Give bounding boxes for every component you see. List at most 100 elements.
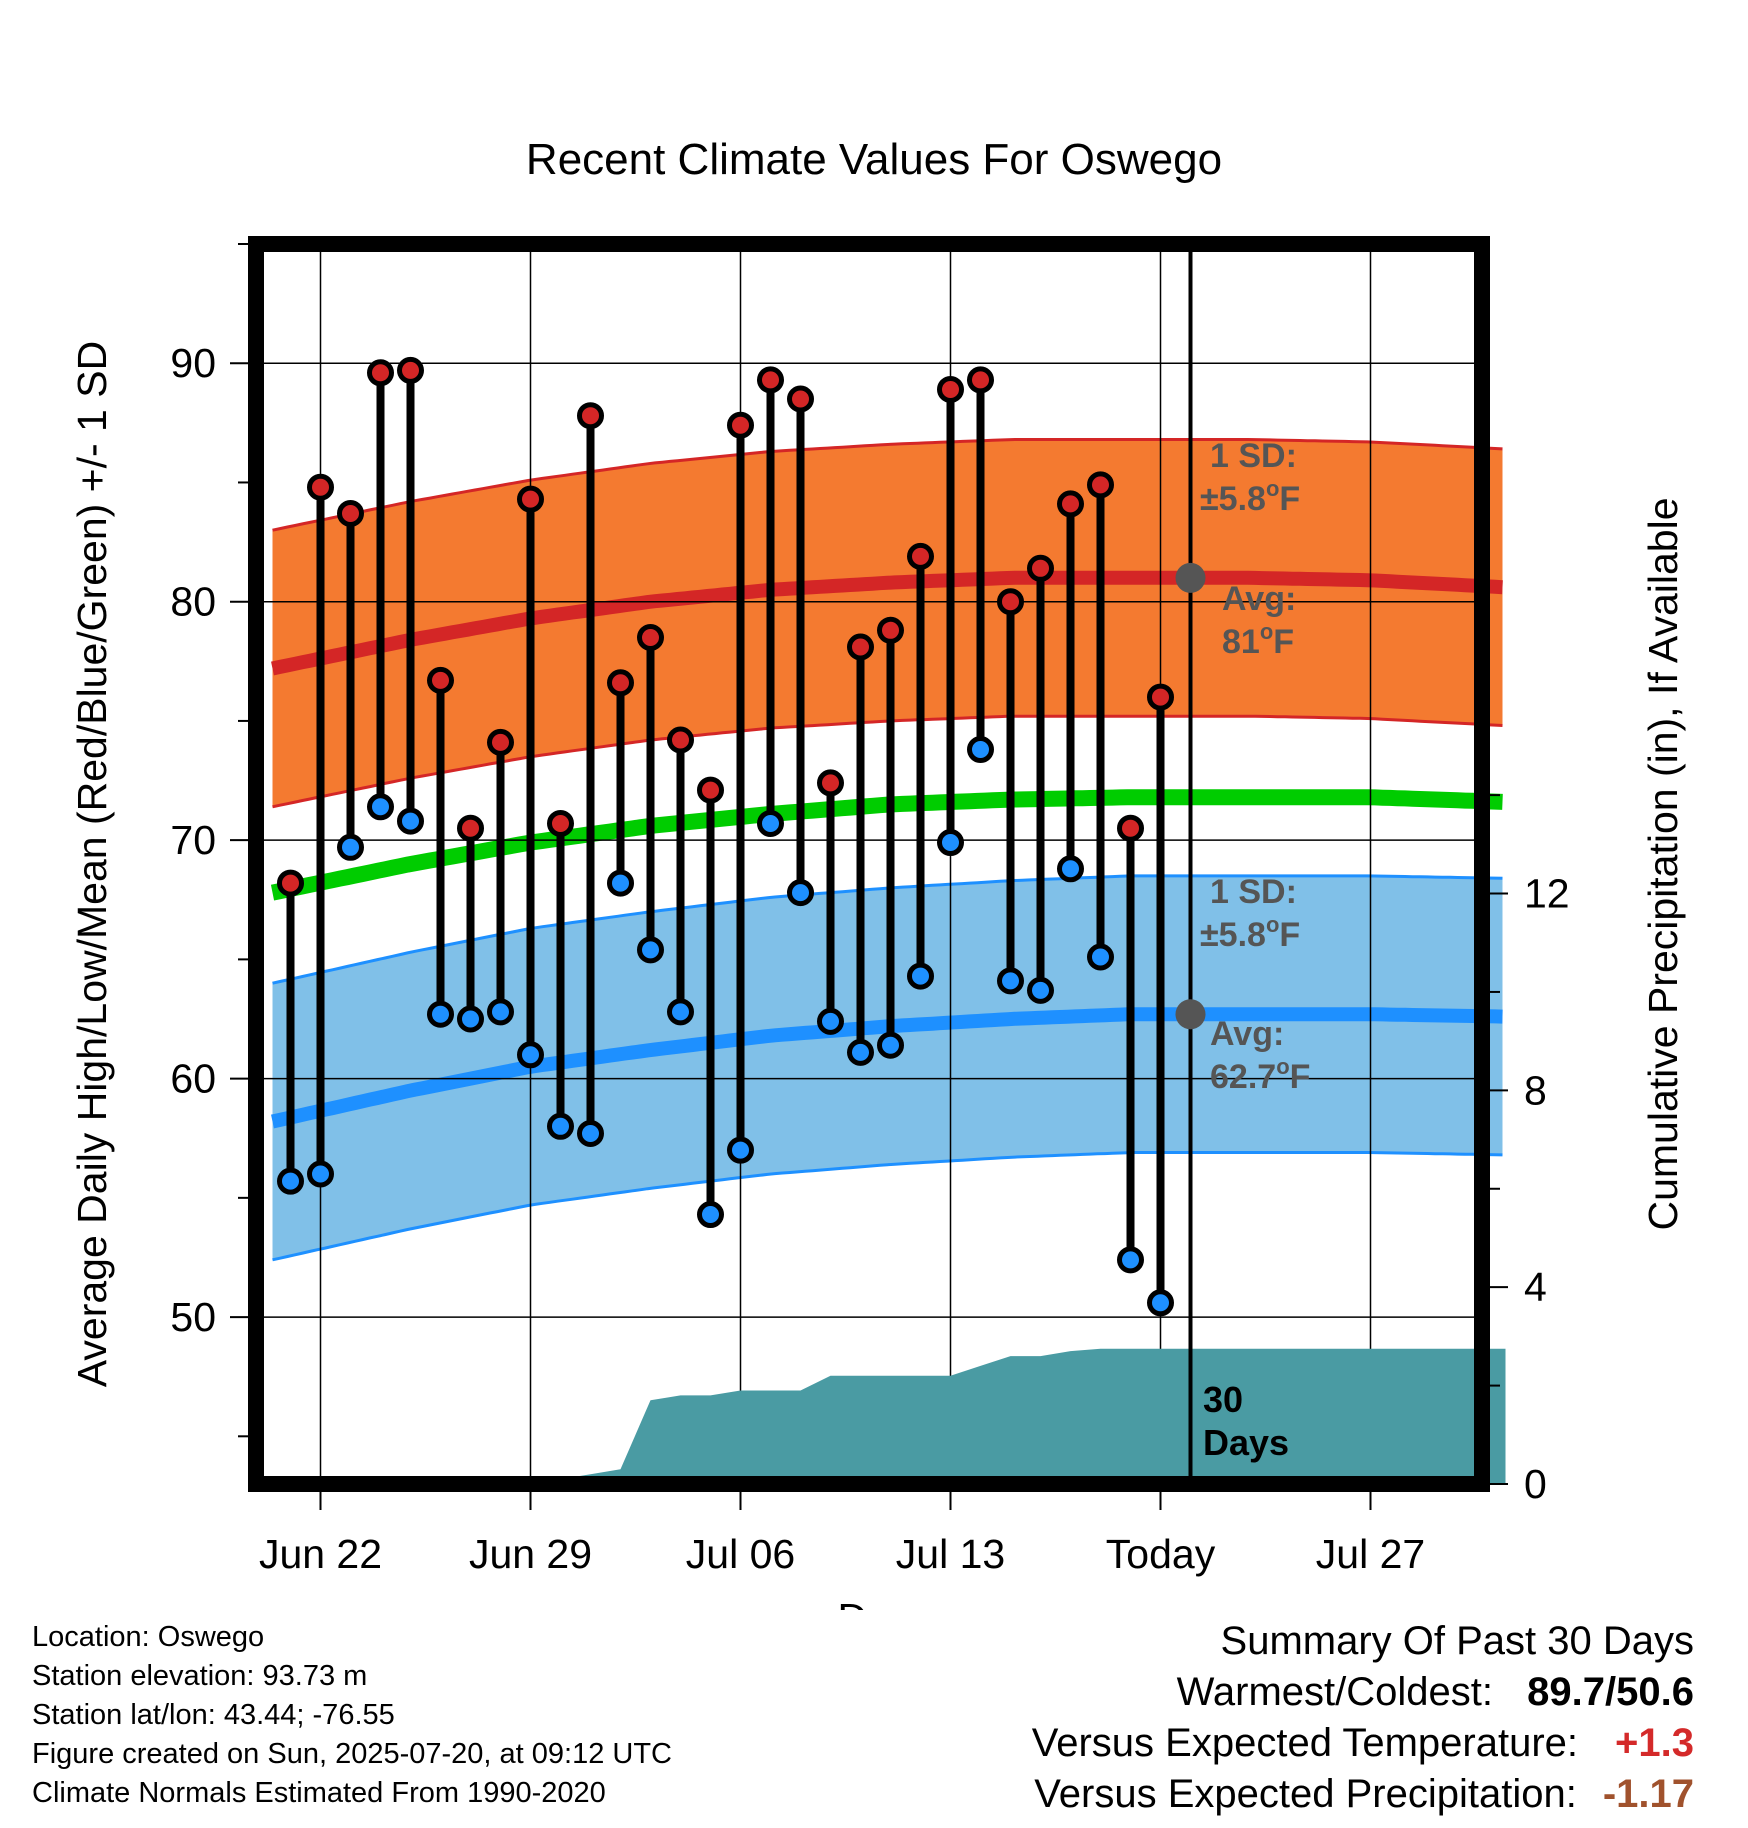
obs-low-point [1057, 855, 1084, 883]
obs-high-point [547, 809, 574, 837]
obs-low-point [1117, 1246, 1144, 1274]
temp-label: Versus Expected Temperature: [1031, 1721, 1578, 1765]
obs-low-point [367, 793, 394, 821]
obs-high-point [937, 375, 964, 403]
precip-row: Versus Expected Precipitation: -1.17 [1032, 1769, 1694, 1820]
high-avg-label: Avg: [1222, 580, 1296, 618]
y-tick-label: 50 [170, 1294, 216, 1340]
obs-high-point [697, 776, 724, 804]
obs-low-point [667, 998, 694, 1026]
obs-high-point [727, 411, 754, 439]
obs-low-point [1027, 976, 1054, 1004]
low-avg-value-number: 62.7 [1210, 1058, 1276, 1096]
station-info: Location: Oswego Station elevation: 93.7… [32, 1618, 672, 1813]
obs-high-point [757, 366, 784, 394]
obs-low-point [337, 833, 364, 861]
warm-cold-label: Warmest/Coldest: [1176, 1670, 1493, 1714]
y2-tick-label: 8 [1524, 1067, 1547, 1113]
obs-high-point [1027, 554, 1054, 582]
obs-high-point [1147, 683, 1174, 711]
y-tick-label: 60 [170, 1056, 216, 1102]
temp-row: Versus Expected Temperature: +1.3 [1032, 1718, 1694, 1769]
obs-low-point [457, 1005, 484, 1033]
observations [277, 244, 1206, 1484]
obs-high-point [457, 814, 484, 842]
y2-tick-label: 4 [1524, 1264, 1547, 1310]
precipitation-area [272, 1348, 1506, 1484]
obs-low-point [427, 1000, 454, 1028]
obs-high-point [1087, 471, 1114, 499]
summary-title: Summary Of Past 30 Days [1220, 1619, 1694, 1663]
low-avg-degree: o [1276, 1054, 1289, 1079]
y-tick-label: 70 [170, 817, 216, 863]
obs-low-point [847, 1038, 874, 1066]
obs-high-point [637, 623, 664, 651]
low-avg-unit: F [1290, 1058, 1311, 1096]
obs-low-point [607, 869, 634, 897]
today-normal-low-marker [1175, 999, 1206, 1030]
obs-low-point [637, 936, 664, 964]
chart-title: Recent Climate Values For Oswego [526, 135, 1222, 184]
obs-low-point [967, 736, 994, 764]
low-sd-value-number: ±5.8 [1200, 916, 1266, 954]
plot-border [248, 236, 1490, 1492]
obs-high-point [787, 385, 814, 413]
y-tick-label: 90 [170, 340, 216, 386]
obs-high-point [427, 666, 454, 694]
low-sd-band [272, 875, 1503, 1260]
obs-high-point [367, 359, 394, 387]
high-avg-value: 81oF [1222, 619, 1294, 661]
obs-low-point [547, 1112, 574, 1140]
x-axis-title: Day [838, 1595, 911, 1610]
normals-text: Climate Normals Estimated From 1990-2020 [32, 1777, 606, 1809]
days-word: Days [1203, 1422, 1289, 1463]
obs-low-point [277, 1167, 304, 1195]
obs-high-point [397, 356, 424, 384]
obs-low-point [577, 1119, 604, 1147]
low-sd-degree: o [1266, 912, 1279, 937]
obs-low-point [937, 829, 964, 857]
obs-high-point [517, 485, 544, 513]
obs-high-point [577, 402, 604, 430]
obs-low-point [877, 1031, 904, 1059]
high-sd-value: ±5.8oF [1200, 476, 1300, 518]
obs-high-point [877, 616, 904, 644]
y2-tick-label: 12 [1524, 871, 1570, 917]
y-axis-title: Average Daily High/Low/Mean (Red/Blue/Gr… [69, 341, 115, 1387]
obs-low-point [1087, 943, 1114, 971]
low-avg-value: 62.7oF [1210, 1054, 1310, 1096]
obs-low-point [787, 879, 814, 907]
elevation-text: Station elevation: 93.73 m [32, 1660, 368, 1692]
low-sd-unit: F [1279, 916, 1300, 954]
y2-tick-label: 0 [1524, 1461, 1547, 1507]
obs-high-point [967, 366, 994, 394]
x-tick-label: Jul 06 [686, 1531, 795, 1577]
high-avg-value-number: 81 [1222, 623, 1260, 661]
warm-cold-row: Warmest/Coldest: 89.7/50.6 [1032, 1667, 1694, 1718]
obs-low-point [697, 1201, 724, 1229]
today-normal-high-marker [1175, 562, 1206, 593]
obs-high-point [607, 669, 634, 697]
obs-high-point [487, 728, 514, 756]
obs-low-point [727, 1136, 754, 1164]
high-avg-degree: o [1260, 619, 1273, 644]
obs-low-point [307, 1160, 334, 1188]
obs-low-point [757, 809, 784, 837]
obs-high-point [997, 588, 1024, 616]
days-number: 30 [1203, 1379, 1243, 1420]
obs-low-point [907, 962, 934, 990]
precip-deviation-value: -1.17 [1602, 1772, 1694, 1816]
low-sd-value: ±5.8oF [1200, 912, 1300, 954]
created-text: Figure created on Sun, 2025-07-20, at 09… [32, 1738, 672, 1770]
high-sd-unit: F [1279, 480, 1300, 518]
high-sd-degree: o [1266, 476, 1279, 501]
x-tick-label: Jun 22 [259, 1531, 382, 1577]
location-text: Location: Oswego [32, 1621, 265, 1653]
obs-low-point [817, 1007, 844, 1035]
climate-chart: Recent Climate Values For Oswego 1 SD: ±… [69, 135, 1686, 1610]
obs-high-point [667, 726, 694, 754]
obs-low-point [397, 807, 424, 835]
high-sd-upper-edge [272, 438, 1503, 532]
latlon-text: Station lat/lon: 43.44; -76.55 [32, 1699, 395, 1731]
low-avg-label: Avg: [1210, 1015, 1284, 1053]
